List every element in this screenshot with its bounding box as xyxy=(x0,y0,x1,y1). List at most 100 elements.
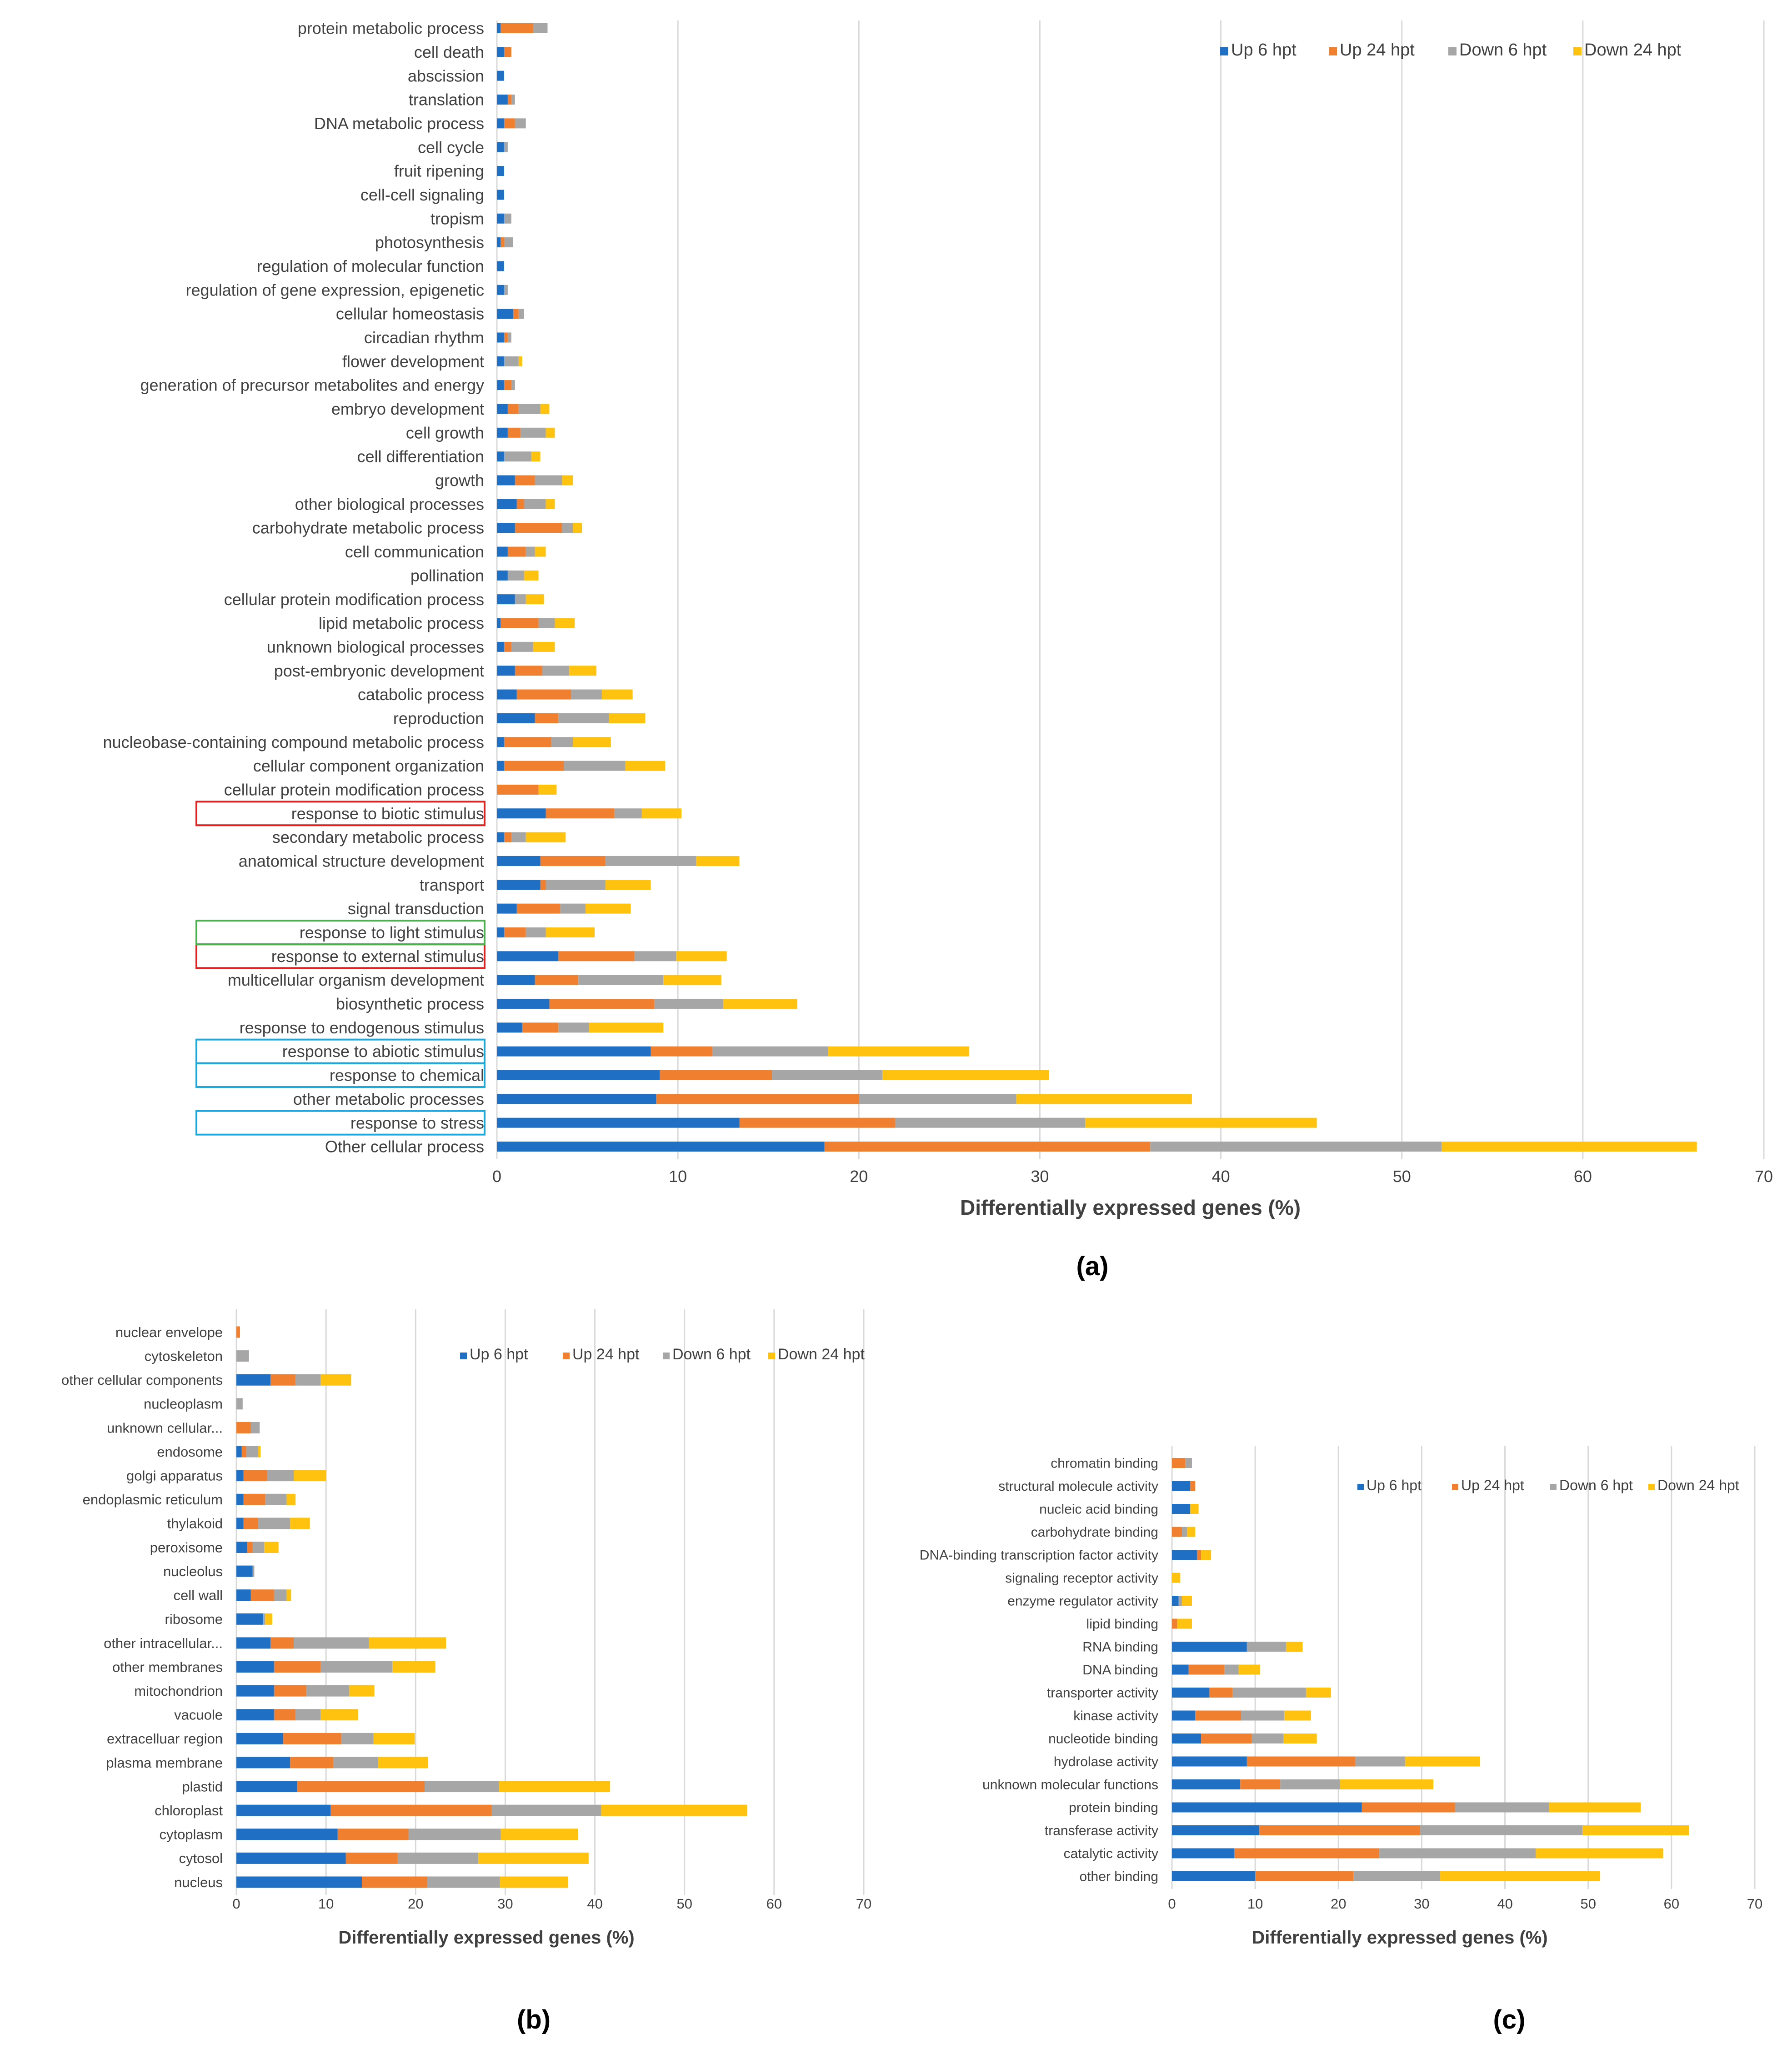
bar-up-6-hpt-flower-development xyxy=(497,356,504,366)
bar-down-24-hpt-lipid-metabolic-process xyxy=(555,618,575,628)
bar-up-6-hpt-embryo-development xyxy=(497,404,508,414)
bar-down-24-hpt-cell-wall xyxy=(286,1589,291,1601)
bar-up-24-hpt-post-embryonic-development xyxy=(515,666,542,676)
bar-up-6-hpt-other-cellular-process xyxy=(497,1142,825,1152)
bar-down-6-hpt-peroxisome xyxy=(252,1541,265,1553)
bar-down-24-hpt-transporter-activity xyxy=(1306,1688,1331,1698)
bar-down-6-hpt-endosome xyxy=(246,1446,258,1458)
category-label: carbohydrate metabolic process xyxy=(252,519,484,537)
bar-up-6-hpt-enzyme-regulator-activity xyxy=(1172,1596,1179,1606)
bar-up-6-hpt-other-metabolic-processes xyxy=(497,1094,656,1104)
bar-up-24-hpt-response-to-external-stimulus xyxy=(558,951,635,962)
category-label: response to stress xyxy=(350,1113,484,1132)
panel-label: (c) xyxy=(1493,2005,1526,2034)
bar-up-24-hpt-thylakoid xyxy=(243,1518,258,1529)
bar-down-24-hpt-response-to-external-stimulus xyxy=(676,951,727,962)
bar-down-6-hpt-generation-of-precursor-metabolites-and-energy xyxy=(511,380,515,391)
category-label: endoplasmic reticulum xyxy=(83,1492,223,1508)
bar-down-24-hpt-pollination xyxy=(524,570,539,581)
bar-up-6-hpt-growth xyxy=(497,475,515,486)
bar-down-6-hpt-pollination xyxy=(507,570,524,581)
bar-down-6-hpt-cellular-protein-modification-process xyxy=(515,594,526,605)
bar-up-24-hpt-cytosol xyxy=(345,1852,398,1864)
bar-up-6-hpt-dna-binding-transcription-factor-activity xyxy=(1172,1550,1197,1560)
bar-up-6-hpt-cell-growth xyxy=(497,427,508,438)
category-label: tropism xyxy=(430,209,484,228)
bar-up-24-hpt-endoplasmic-reticulum xyxy=(243,1493,265,1505)
category-label: pollination xyxy=(410,566,484,585)
legend-label: Up 6 hpt xyxy=(470,1346,528,1363)
bar-up-6-hpt-ribosome xyxy=(236,1613,264,1625)
x-tick-label: 30 xyxy=(1414,1896,1429,1912)
bar-up-6-hpt-cell-cell-signaling xyxy=(497,190,504,200)
bar-up-6-hpt-chloroplast xyxy=(236,1804,330,1816)
legend-swatch-up-24-hpt xyxy=(1452,1484,1458,1490)
category-label: embryo development xyxy=(331,400,484,418)
bar-down-6-hpt-cell-communication xyxy=(526,546,535,557)
bar-up-24-hpt-dna-metabolic-process xyxy=(504,118,515,129)
bar-up-24-hpt-kinase-activity xyxy=(1195,1710,1241,1721)
bar-up-6-hpt-response-to-external-stimulus xyxy=(497,951,559,962)
x-tick-label: 60 xyxy=(1664,1896,1679,1912)
bar-up-24-hpt-response-to-endogenous-stimulus xyxy=(522,1022,559,1033)
bar-down-6-hpt-response-to-stress xyxy=(895,1117,1085,1128)
bar-down-6-hpt-chromatin-binding xyxy=(1185,1458,1192,1468)
bar-down-24-hpt-vacuole xyxy=(320,1709,359,1721)
bar-up-6-hpt-nucleotide-binding xyxy=(1172,1733,1201,1743)
category-label: cell differentiation xyxy=(357,447,484,466)
bar-up-6-hpt-regulation-of-gene-expression-epigenetic xyxy=(497,285,504,295)
bar-up-6-hpt-hydrolase-activity xyxy=(1172,1756,1247,1767)
bar-down-24-hpt-nucleobase-containing-compound-metabolic-process xyxy=(573,737,611,747)
category-label: vacuole xyxy=(174,1707,223,1723)
bar-up-24-hpt-response-to-stress xyxy=(739,1117,895,1128)
bar-up-24-hpt-response-to-biotic-stimulus xyxy=(546,808,615,819)
bar-up-6-hpt-regulation-of-molecular-function xyxy=(497,261,504,271)
bar-up-24-hpt-lipid-binding xyxy=(1172,1618,1177,1629)
bar-down-6-hpt-other-membranes xyxy=(320,1661,393,1673)
category-label: biosynthetic process xyxy=(336,995,484,1013)
bar-up-24-hpt-lipid-metabolic-process xyxy=(500,618,539,628)
category-label: unknown cellular... xyxy=(107,1420,223,1436)
bar-down-24-hpt-other-cellular-process xyxy=(1442,1142,1697,1152)
bar-up-6-hpt-post-embryonic-development xyxy=(497,666,515,676)
x-tick-label: 60 xyxy=(1574,1167,1592,1186)
category-label: cytosol xyxy=(179,1850,223,1866)
bar-down-6-hpt-dna-metabolic-process xyxy=(515,118,526,129)
bar-down-24-hpt-signal-transduction xyxy=(586,903,631,914)
category-label: DNA-binding transcription factor activit… xyxy=(920,1548,1158,1563)
bar-up-24-hpt-carbohydrate-metabolic-process xyxy=(515,523,562,533)
bar-down-6-hpt-other-binding xyxy=(1353,1871,1440,1881)
bar-up-6-hpt-dna-binding xyxy=(1172,1664,1189,1675)
bar-up-24-hpt-catabolic-process xyxy=(516,689,571,700)
bar-down-6-hpt-tropism xyxy=(504,213,511,224)
bar-down-6-hpt-multicellular-organism-development xyxy=(578,975,664,985)
bar-down-24-hpt-hydrolase-activity xyxy=(1405,1756,1480,1767)
bar-down-24-hpt-kinase-activity xyxy=(1284,1710,1311,1721)
bar-down-24-hpt-cell-growth xyxy=(546,427,555,438)
category-label: nucleus xyxy=(174,1874,223,1890)
bar-down-6-hpt-secondary-metabolic-process xyxy=(511,832,526,842)
bar-down-6-hpt-cell-cycle xyxy=(504,142,508,152)
bar-down-6-hpt-regulation-of-gene-expression-epigenetic xyxy=(504,285,508,295)
bar-down-24-hpt-cytosol xyxy=(478,1852,589,1864)
bar-down-6-hpt-photosynthesis xyxy=(504,237,513,248)
bar-up-6-hpt-response-to-abiotic-stimulus xyxy=(497,1046,651,1057)
bar-up-24-hpt-plastid xyxy=(297,1781,425,1793)
bar-down-6-hpt-kinase-activity xyxy=(1241,1710,1285,1721)
bar-up-6-hpt-cell-cycle xyxy=(497,142,504,152)
bar-up-6-hpt-plastid xyxy=(236,1781,298,1793)
bar-up-6-hpt-signal-transduction xyxy=(497,903,517,914)
legend-label: Down 24 hpt xyxy=(1657,1477,1739,1493)
legend-label: Down 24 hpt xyxy=(778,1346,865,1363)
category-label: structural molecule activity xyxy=(998,1479,1158,1494)
bar-up-6-hpt-tropism xyxy=(497,213,504,224)
bar-up-24-hpt-response-to-chemical xyxy=(660,1070,772,1080)
category-label: transport xyxy=(420,876,484,894)
category-label: regulation of molecular function xyxy=(257,257,484,276)
bar-down-6-hpt-cellular-homeostasis xyxy=(518,309,524,319)
category-label: catabolic process xyxy=(358,685,484,704)
category-label: growth xyxy=(435,471,484,490)
bar-up-24-hpt-nucleus xyxy=(362,1876,427,1888)
bar-up-24-hpt-chloroplast xyxy=(330,1804,492,1816)
